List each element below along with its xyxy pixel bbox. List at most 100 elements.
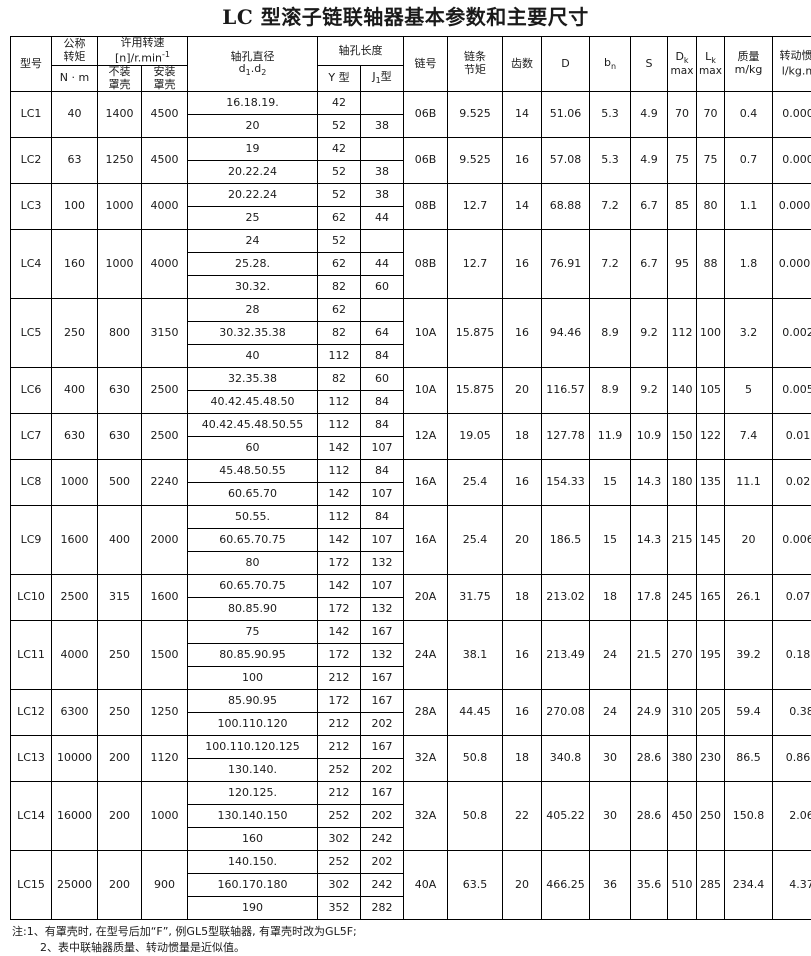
th-speed-no-cover: 不装 罩壳 <box>98 65 142 91</box>
th-speed-exponent: -1 <box>162 50 170 59</box>
cell-speed-no-cover: 250 <box>98 621 142 690</box>
subrow: 80.85.90.95 <box>188 644 317 667</box>
subrow: 40 <box>188 345 317 368</box>
cell-bore-diameter: 32.35.38 <box>188 368 317 391</box>
subrow: 142 <box>318 437 360 460</box>
cell-bore-diameter: 30.32.35.38 <box>188 322 317 345</box>
cell-model: LC4 <box>11 230 52 299</box>
cell-speed-with-cover: 4000 <box>142 184 188 230</box>
th-D: D <box>542 37 590 92</box>
cell-chain-pitch: 12.7 <box>448 184 503 230</box>
th-speed-with-cover: 安装 罩壳 <box>142 65 188 91</box>
subrow: 42 <box>318 92 360 115</box>
subrow <box>361 138 403 161</box>
cell-mass: 20 <box>725 506 773 575</box>
subrow: 52 <box>318 184 360 207</box>
subrow: 167 <box>361 621 403 644</box>
cell-nominal-torque: 10000 <box>52 736 98 782</box>
cell-mass: 59.4 <box>725 690 773 736</box>
cell-speed-no-cover: 1000 <box>98 230 142 299</box>
cell-bore-length-y: 52 <box>318 115 360 138</box>
cell-S: 28.6 <box>631 736 668 782</box>
subrow: 62 <box>318 207 360 230</box>
cell-speed-no-cover: 1250 <box>98 138 142 184</box>
th-inertia-unit: l/kg.m <box>782 64 811 77</box>
cell-speed-no-cover: 800 <box>98 299 142 368</box>
cell-bn: 15 <box>590 460 631 506</box>
cell-bn: 11.9 <box>590 414 631 460</box>
subrow: 132 <box>361 598 403 621</box>
cell-bore-diameter-group: 16.18.19.20 <box>188 92 318 138</box>
subrow: 352 <box>318 897 360 920</box>
cell-nominal-torque: 25000 <box>52 851 98 920</box>
cell-bore-diameter: 140.150. <box>188 851 317 874</box>
cell-chain-pitch: 9.525 <box>448 92 503 138</box>
cell-inertia: 0.38 <box>773 690 811 736</box>
th-mass-l2: m/kg <box>725 64 772 77</box>
cell-bn: 7.2 <box>590 184 631 230</box>
cell-bore-diameter: 20.22.24 <box>188 184 317 207</box>
th-bore-diameter-l2: d1.d2 <box>188 63 317 77</box>
cell-bore-length-j1: 107 <box>361 483 403 506</box>
subrow: 84 <box>361 345 403 368</box>
cell-Dk: 380 <box>668 736 697 782</box>
subrow: 42 <box>318 138 360 161</box>
cell-teeth: 22 <box>503 782 542 851</box>
cell-bore-length-y: 142 <box>318 529 360 552</box>
subrow: 84 <box>361 460 403 483</box>
subrow: 40.42.45.48.50 <box>188 391 317 414</box>
cell-bore-diameter: 130.140. <box>188 759 317 782</box>
cell-speed-with-cover: 900 <box>142 851 188 920</box>
subrow <box>361 299 403 322</box>
cell-bore-diameter: 45.48.50.55 <box>188 460 317 483</box>
subrow: 20.22.24 <box>188 161 317 184</box>
cell-bore-diameter: 120.125. <box>188 782 317 805</box>
th-speed-no-cover-l2: 罩壳 <box>98 79 141 92</box>
cell-chain-no: 32A <box>404 736 448 782</box>
subrow: 160.170.180 <box>188 874 317 897</box>
subrow: 16.18.19. <box>188 92 317 115</box>
cell-bore-length-j1 <box>361 299 403 322</box>
th-bore-diameter: 轴孔直径 d1.d2 <box>188 37 318 92</box>
th-inertia-l1: 转动惯量 <box>773 50 811 63</box>
th-speed-group-l2: [n]/r.min-1 <box>98 50 187 65</box>
cell-S: 6.7 <box>631 184 668 230</box>
cell-inertia: 0.869 <box>773 736 811 782</box>
table-header: 型号 公称 转矩 许用转速 [n]/r.min-1 轴孔直径 d1.d2 轴孔长… <box>11 37 811 92</box>
cell-model: LC3 <box>11 184 52 230</box>
cell-D: 466.25 <box>542 851 590 920</box>
cell-nominal-torque: 250 <box>52 299 98 368</box>
cell-speed-with-cover: 4500 <box>142 92 188 138</box>
th-d-mid: .d <box>251 62 261 75</box>
subrow: 80 <box>188 552 317 575</box>
cell-Dk: 180 <box>668 460 697 506</box>
cell-bore-length-y: 252 <box>318 805 360 828</box>
cell-inertia: 2.06 <box>773 782 811 851</box>
subrow: 252 <box>318 851 360 874</box>
cell-Lk: 165 <box>697 575 725 621</box>
cell-bore-diameter: 85.90.95 <box>188 690 317 713</box>
cell-speed-no-cover: 315 <box>98 575 142 621</box>
cell-inertia: 0.079 <box>773 575 811 621</box>
cell-speed-no-cover: 200 <box>98 782 142 851</box>
